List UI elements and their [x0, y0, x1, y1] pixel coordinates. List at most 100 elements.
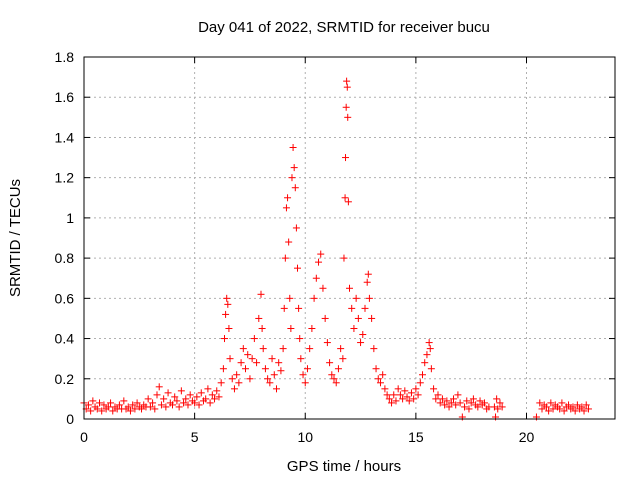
data-point [151, 405, 159, 413]
data-point [95, 399, 103, 407]
data-point [275, 359, 283, 367]
data-point [334, 365, 342, 373]
data-point [401, 387, 409, 395]
data-point [425, 339, 433, 347]
data-point [399, 395, 407, 403]
data-point [84, 401, 92, 409]
data-point [456, 399, 464, 407]
data-point [268, 355, 276, 363]
data-point [294, 264, 302, 272]
data-point [287, 325, 295, 332]
data-point [195, 401, 203, 409]
data-point [476, 397, 484, 405]
data-point [374, 375, 382, 383]
data-point [180, 399, 188, 407]
y-tick-label: 0.6 [55, 290, 75, 306]
data-point [321, 314, 329, 322]
data-point [248, 355, 256, 363]
data-point [242, 365, 250, 373]
data-point [270, 371, 278, 379]
data-point [474, 403, 482, 411]
data-point [228, 375, 236, 383]
data-point [410, 395, 418, 403]
data-point [244, 351, 252, 359]
data-point [277, 367, 285, 375]
data-point [222, 310, 230, 318]
data-point [392, 397, 400, 405]
data-point [328, 371, 336, 379]
data-point [427, 365, 435, 373]
data-point [463, 397, 471, 405]
data-point [197, 389, 205, 397]
axis-ticks: 0 0.2 0.4 0.6 0.8 1 1.2 1.4 1.6 1.8 0 5 10 15 20 [55, 49, 615, 445]
data-point [323, 339, 331, 347]
data-point [343, 83, 351, 91]
data-point [296, 335, 304, 343]
data-point [223, 294, 231, 302]
data-point [160, 395, 168, 403]
data-point [549, 405, 557, 413]
data-point [292, 224, 300, 232]
data-point [359, 331, 367, 339]
data-point [467, 399, 475, 407]
data-point [233, 371, 241, 379]
data-point [282, 204, 290, 212]
data-point [498, 403, 506, 411]
y-tick-label: 0.8 [55, 250, 75, 266]
data-point [295, 304, 303, 312]
data-point [452, 401, 460, 409]
data-point [290, 164, 298, 172]
data-point [297, 355, 305, 363]
data-point [584, 405, 592, 413]
data-point [357, 339, 365, 347]
x-tick-label: 0 [80, 429, 88, 445]
data-point [348, 304, 356, 312]
y-tick-label: 0.2 [55, 371, 75, 387]
data-point [155, 383, 163, 391]
data-point [354, 314, 362, 322]
y-tick-label: 1.6 [55, 89, 75, 105]
data-point [230, 385, 238, 393]
data-point [208, 391, 216, 399]
data-point [193, 393, 201, 401]
data-point [571, 407, 579, 415]
data-points [80, 77, 592, 421]
x-tick-label: 10 [297, 429, 313, 445]
data-point [169, 401, 176, 409]
data-point [344, 198, 352, 206]
data-point [461, 403, 469, 411]
data-point [547, 399, 555, 407]
data-point [284, 194, 292, 202]
data-point [224, 300, 232, 308]
data-point [364, 270, 372, 278]
data-point [315, 258, 323, 266]
data-point [213, 387, 221, 395]
data-point [580, 407, 588, 415]
data-point [565, 401, 573, 409]
data-point [259, 345, 267, 353]
data-point [289, 144, 297, 151]
data-point [341, 194, 349, 202]
data-point [312, 274, 320, 282]
data-point [449, 395, 457, 403]
data-point [184, 401, 192, 409]
data-point [438, 395, 446, 403]
data-point [149, 399, 157, 407]
data-point [279, 345, 287, 353]
data-point [175, 403, 183, 411]
data-point [419, 371, 427, 379]
data-point [255, 314, 263, 322]
data-point [144, 395, 152, 403]
data-point [258, 325, 266, 332]
data-point [558, 399, 566, 407]
data-point [306, 345, 314, 353]
data-point [235, 379, 243, 387]
data-point [465, 405, 473, 413]
data-point [211, 395, 219, 403]
data-point [89, 397, 97, 405]
y-tick-label: 0 [66, 411, 74, 427]
data-point [285, 238, 293, 246]
data-point [120, 397, 128, 405]
data-point [220, 335, 228, 343]
